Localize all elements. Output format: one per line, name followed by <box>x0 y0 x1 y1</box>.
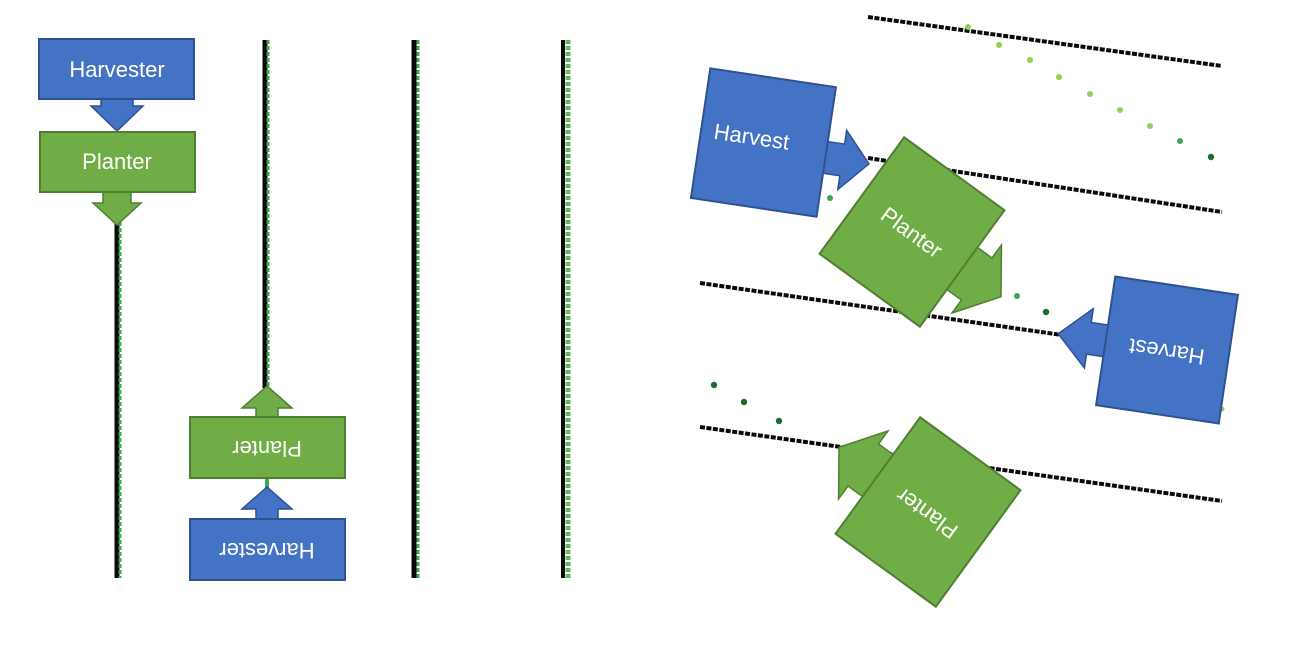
harvester-top-label: Harvester <box>69 57 164 82</box>
harvest-right-box <box>1094 275 1240 425</box>
planter-bottom-right-box <box>834 415 1022 609</box>
harvester-top-block: Harvester <box>38 38 195 133</box>
planter-top-arrow <box>91 191 143 227</box>
planter-bottom-label: Planter <box>232 436 302 461</box>
harvester-bottom-label: Harvester <box>219 538 314 563</box>
harvest-right-arrow <box>1057 307 1109 370</box>
planter-top-box <box>39 131 196 193</box>
harvester-top-box <box>38 38 195 100</box>
harvester-bottom-block: Harvester <box>189 486 346 581</box>
harvester-top-arrow <box>89 98 145 133</box>
harvest-right-block: Harvest <box>1057 275 1240 425</box>
seed-row-1 <box>114 222 122 578</box>
harvester-bottom-arrow <box>240 486 294 520</box>
planter-top-right-box <box>818 135 1006 329</box>
planter-bottom-right-block: Planter <box>834 415 1022 609</box>
seed-row-4 <box>561 40 571 578</box>
planter-top-right-arrow <box>945 242 1003 315</box>
harvest-top-arrow <box>822 128 870 192</box>
planter-bottom-block: Planter <box>189 385 346 479</box>
harvest-top-block: Harvest <box>689 67 870 218</box>
planter-top-block: Planter <box>39 131 196 227</box>
planter-bottom-arrow <box>240 385 294 418</box>
harvest-top-box <box>689 67 838 218</box>
planter-top-right-block: Planter <box>818 135 1006 329</box>
harvester-bottom-box <box>189 518 346 581</box>
left-panel: Harvester Planter Planter Harvester <box>38 38 571 581</box>
seed-row-3 <box>411 40 420 578</box>
planter-bottom-box <box>189 416 346 479</box>
right-panel: Harvest Planter Harvest Planter <box>689 15 1240 609</box>
planter-bottom-right-arrow <box>837 429 895 502</box>
planter-top-label: Planter <box>82 149 152 174</box>
